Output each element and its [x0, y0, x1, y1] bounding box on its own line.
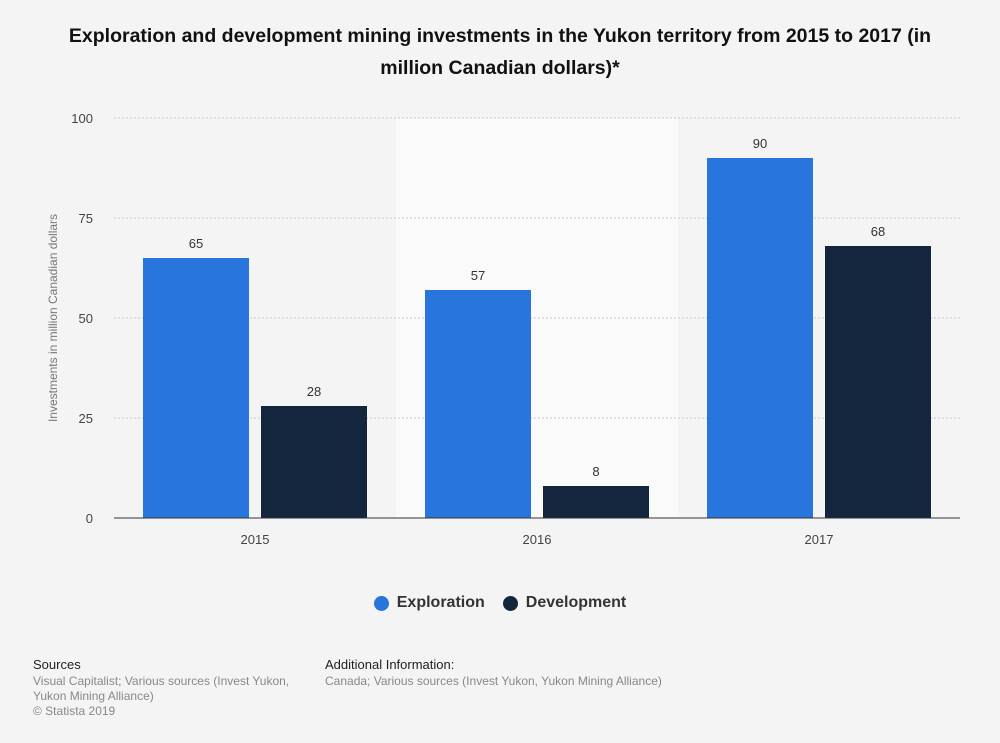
data-label: 57	[471, 268, 485, 283]
y-tick-label: 25	[79, 411, 93, 426]
legend-item-exploration[interactable]: Exploration	[373, 594, 485, 612]
legend: Exploration Development	[0, 594, 1000, 612]
y-tick-label: 50	[79, 311, 93, 326]
data-label: 68	[871, 224, 885, 239]
copyright-text: © Statista 2019	[33, 704, 116, 718]
bar-development-2017	[825, 246, 931, 518]
additional-info-text: Canada; Various sources (Invest Yukon, Y…	[325, 674, 662, 688]
x-tick-label: 2015	[241, 532, 270, 547]
y-tick-label: 75	[79, 211, 93, 226]
bar-development-2016	[543, 486, 649, 518]
legend-item-development[interactable]: Development	[502, 594, 627, 612]
y-tick-label: 100	[71, 111, 93, 126]
data-label: 65	[189, 236, 203, 251]
bar-exploration-2017	[707, 158, 813, 518]
y-axis-label: Investments in million Canadian dollars	[46, 214, 60, 422]
sources-block: Sources Visual Capitalist; Various sourc…	[33, 657, 323, 719]
sources-line: Visual Capitalist; Various sources (Inve…	[33, 674, 290, 688]
sources-heading: Sources	[33, 657, 81, 672]
legend-label-development: Development	[525, 594, 627, 611]
legend-swatch-development	[502, 595, 518, 611]
bar-exploration-2016	[425, 290, 531, 518]
chart-title: Exploration and development mining inves…	[68, 25, 932, 79]
legend-label-exploration: Exploration	[396, 594, 485, 611]
x-tick-label: 2017	[805, 532, 834, 547]
data-label: 28	[307, 384, 321, 399]
x-tick-label: 2016	[523, 532, 552, 547]
bar-exploration-2015	[143, 258, 249, 518]
data-label: 90	[753, 136, 767, 151]
additional-info-block: Additional Information: Canada; Various …	[325, 657, 745, 689]
bar-development-2015	[261, 406, 367, 518]
sources-line: Yukon Mining Alliance)	[33, 689, 154, 703]
data-label: 8	[592, 464, 599, 479]
additional-info-heading: Additional Information:	[325, 657, 455, 672]
legend-swatch-exploration	[373, 595, 389, 611]
y-tick-label: 0	[86, 511, 93, 526]
